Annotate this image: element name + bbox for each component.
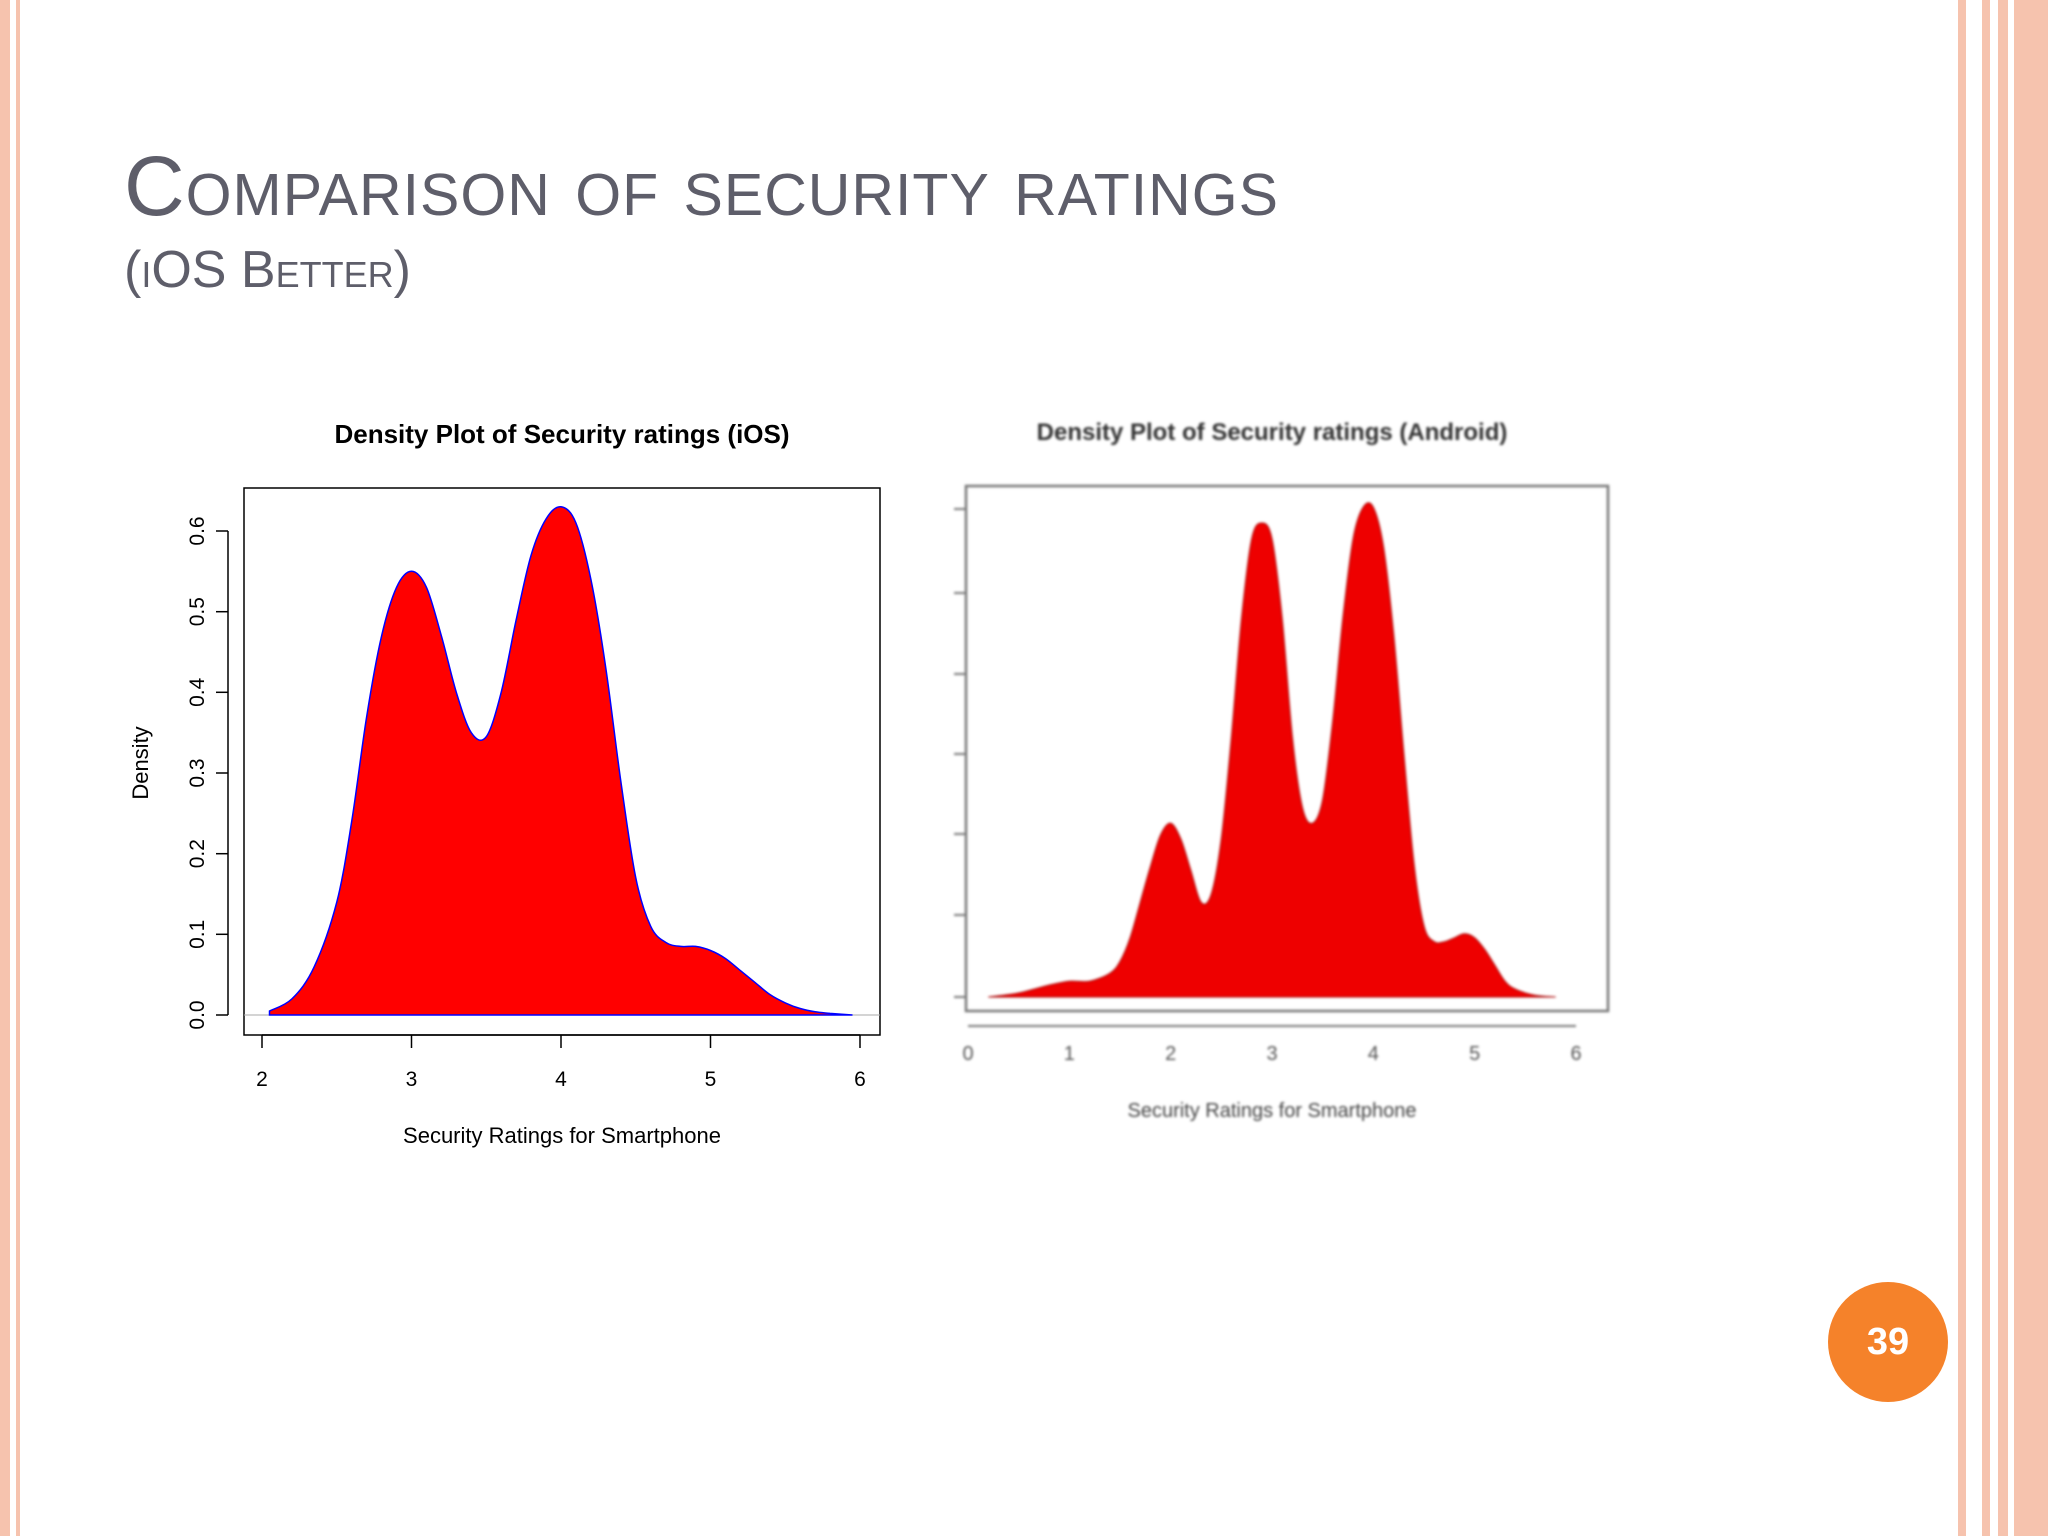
android-density-svg: Density Plot of Security ratings (Androi… [954,419,1610,1122]
android-chart-title: Density Plot of Security ratings (Androi… [1037,419,1508,446]
ios-x-tick-label: 5 [705,1068,717,1091]
ios-x-tick-label: 6 [854,1068,866,1091]
ios-y-tick-label: 0.2 [186,839,209,868]
android-x-axis: 0 1 2 3 4 5 6 Security Ratings for Smart… [962,1025,1582,1122]
right-border-stripe [2014,0,2048,1536]
ios-density-plot: Density Plot of Security ratings (iOS) 2… [120,360,920,1185]
page-number-badge: 39 [1828,1282,1948,1402]
ios-y-tick-label: 0.6 [186,516,209,545]
ios-density-area [268,506,853,1016]
right-border [1958,0,2048,1536]
ios-y-axis-label: Density [128,726,153,799]
title-main: Comparison of security ratings [124,139,1280,233]
android-plot-frame [964,484,1610,1013]
android-density-area [988,502,1556,998]
ios-x-axis: 2 3 4 5 6 Security Ratings for Smartphon… [256,1034,866,1148]
ios-y-tick-label: 0.4 [186,677,209,707]
ios-chart-title: Density Plot of Security ratings (iOS) [334,419,789,449]
android-x-axis-label: Security Ratings for Smartphone [1127,1100,1416,1122]
ios-y-tick-label: 0.3 [186,758,209,787]
android-density-plot: Density Plot of Security ratings (Androi… [940,380,1640,1165]
slide-title: Comparison of security ratings (iOS Bett… [124,140,1824,300]
left-border-outer [0,0,10,1536]
android-x-tick-label: 2 [1165,1043,1176,1065]
ios-x-tick-label: 2 [256,1068,268,1091]
android-x-tick-label: 6 [1570,1043,1581,1065]
page-number: 39 [1866,1320,1910,1363]
ios-x-tick-label: 3 [406,1068,418,1091]
ios-y-tick-label: 0.5 [186,597,209,626]
ios-y-tick-label: 0.1 [186,920,209,949]
ios-x-axis-label: Security Ratings for Smartphone [403,1123,721,1148]
android-x-tick-label: 5 [1469,1043,1480,1065]
left-border-inner [16,0,20,1536]
title-subtitle: (iOS Better) [124,241,411,300]
ios-y-axis: 0.0 0.1 0.2 0.3 0.4 0.5 0.6 Density [128,516,229,1030]
android-x-tick-label: 0 [962,1043,973,1065]
ios-y-tick-label: 0.0 [186,1000,209,1029]
right-border-stripe [1958,0,1966,1536]
right-border-stripe [1998,0,2008,1536]
right-border-stripe [1982,0,1990,1536]
android-x-tick-label: 1 [1064,1043,1075,1065]
android-x-tick-label: 3 [1266,1043,1277,1065]
ios-x-tick-label: 4 [555,1068,567,1091]
android-y-ticks [954,508,966,998]
ios-density-svg: Density Plot of Security ratings (iOS) 2… [128,419,881,1148]
android-x-tick-label: 4 [1368,1043,1379,1065]
